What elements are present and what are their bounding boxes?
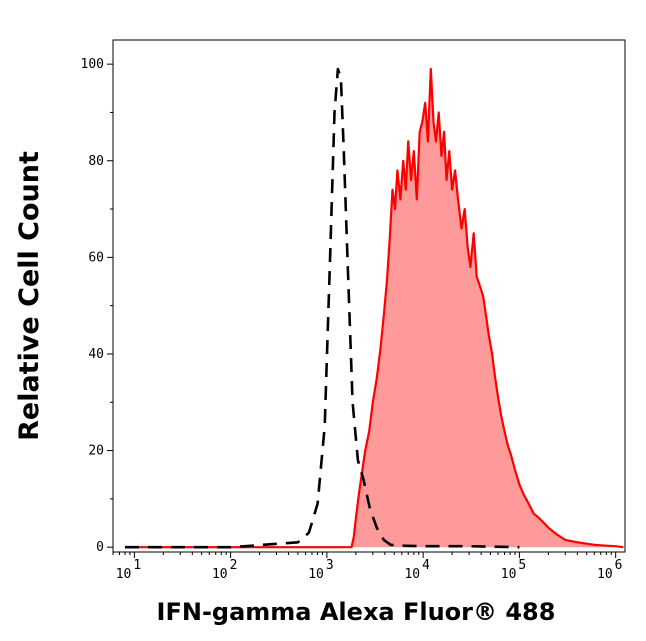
x-axis-title: IFN-gamma Alexa Fluor® 488: [157, 598, 556, 626]
y-tick-label: 40: [88, 347, 104, 362]
x-tick-exponent: 6: [615, 558, 623, 573]
y-tick-label: 60: [88, 250, 104, 265]
x-tick-label: 10: [404, 567, 420, 582]
x-tick-label: 10: [212, 567, 228, 582]
y-tick-label: 0: [96, 540, 104, 555]
x-tick-exponent: 1: [133, 558, 141, 573]
control-histogram-line: [125, 67, 520, 549]
x-tick-label: 10: [116, 567, 132, 582]
y-tick-label: 20: [88, 444, 104, 459]
x-tick-label: 10: [501, 567, 517, 582]
y-axis: 0 20 40 60 80 100: [81, 57, 113, 555]
x-tick-exponent: 5: [518, 558, 526, 573]
y-tick-label: 100: [81, 57, 104, 72]
stained-histogram-fill: [125, 69, 624, 548]
x-tick-exponent: 3: [326, 558, 334, 573]
y-axis-title: Relative Cell Count: [14, 151, 45, 441]
x-tick-label: 10: [308, 567, 324, 582]
stained-histogram-line: [125, 67, 624, 549]
x-tick-exponent: 2: [230, 558, 238, 573]
plot-area: [125, 67, 624, 549]
x-tick-label: 10: [597, 567, 613, 582]
y-tick-label: 80: [88, 154, 104, 169]
x-tick-exponent: 4: [422, 558, 430, 573]
plot-frame: [112, 39, 626, 553]
